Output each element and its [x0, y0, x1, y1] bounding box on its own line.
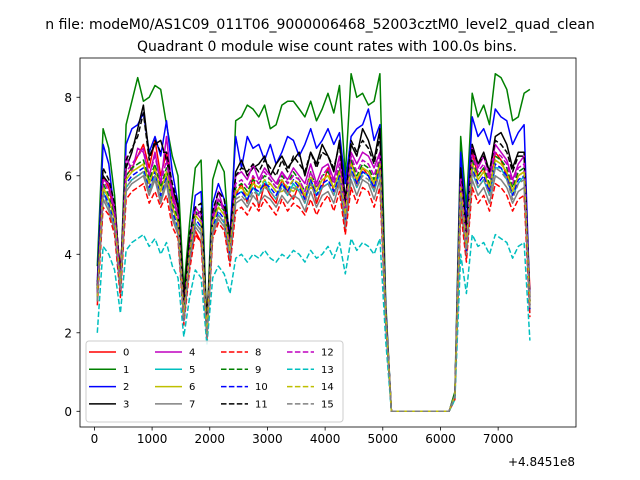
legend-label-3: 3 [123, 399, 129, 410]
legend-label-1: 1 [123, 365, 129, 376]
axes: 0 1000 2000 3000 4000 5000 6000 7000 0 2 4 6 8 [64, 57, 577, 446]
legend-label-5: 5 [189, 365, 195, 376]
legend-label-12: 12 [321, 348, 334, 359]
y-tick-label: 2 [64, 326, 72, 340]
x-tick-label: 1000 [137, 432, 168, 446]
plot-area [96, 72, 531, 413]
x-tick-label: 2000 [194, 432, 225, 446]
legend-label-14: 14 [321, 382, 334, 393]
y-tick-label: 6 [64, 169, 72, 183]
legend-label-6: 6 [189, 382, 195, 393]
x-tick-label: 3000 [252, 432, 283, 446]
legend-label-13: 13 [321, 365, 334, 376]
y-tick-label: 0 [64, 405, 72, 419]
legend-label-2: 2 [123, 382, 129, 393]
legend-box [85, 340, 344, 423]
axes-frame [79, 57, 577, 428]
legend-label-9: 9 [255, 365, 261, 376]
x-tick-label: 6000 [425, 432, 456, 446]
legend-label-11: 11 [255, 399, 268, 410]
series-line-13 [96, 233, 531, 413]
x-tick-label: 5000 [368, 432, 399, 446]
legend-label-10: 10 [255, 382, 268, 393]
x-tick-label: 7000 [483, 432, 514, 446]
x-tick-label: 0 [91, 432, 99, 446]
series-line-15 [96, 167, 531, 413]
legend-label-7: 7 [189, 399, 195, 410]
legend-label-4: 4 [189, 348, 195, 359]
series-line-12 [96, 147, 531, 413]
y-tick-label: 4 [64, 248, 72, 262]
y-tick-label: 8 [64, 91, 72, 105]
x-tick-label: 4000 [310, 432, 341, 446]
legend-label-8: 8 [255, 348, 261, 359]
legend-label-15: 15 [321, 399, 334, 410]
legend-label-0: 0 [123, 348, 129, 359]
x-offset-label: +4.8451e8 [508, 455, 575, 469]
chart-title: Quadrant 0 module wise count rates with … [137, 39, 517, 55]
figure-suptitle: n file: modeM0/AS1C09_011T06_9000006468_… [45, 17, 594, 33]
